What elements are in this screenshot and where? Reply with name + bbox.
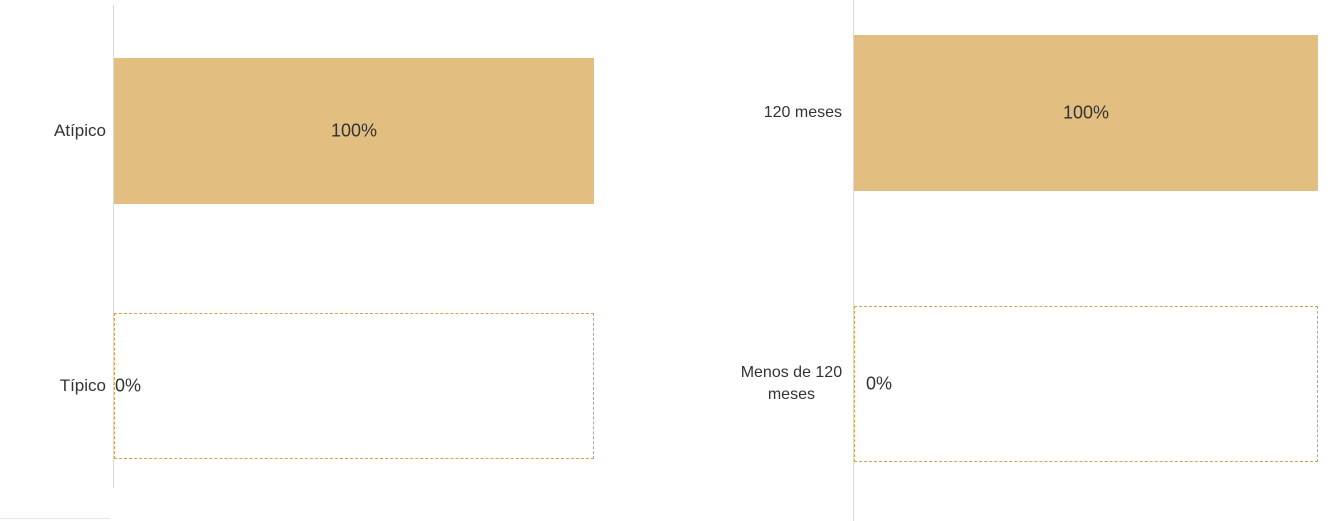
category-axis-line [113,5,114,488]
bottom-tick [0,518,110,519]
category-label-2-2: Menos de 120 meses [740,364,843,403]
category-label-2-1: 120 meses [763,104,842,121]
bar-2-1 [854,35,1318,191]
chart-right: 100% 120 meses 0% Menos de 120 meses [660,0,1335,521]
category-label-1-1: Atípico [54,121,106,140]
bar-2-2 [854,306,1318,462]
data-label-1-2: 0% [115,375,142,396]
data-label-2-1: 100% [1062,102,1110,123]
bar-1-2 [114,313,594,459]
category-label-1-2: Típico [59,376,106,395]
category-axis-line [853,0,854,521]
bar-1-1 [114,58,594,204]
data-label-2-2: 0% [866,373,893,394]
chart-left: 100% Atípico 0% Típico [0,0,660,521]
data-label-1-1: 100% [330,120,378,141]
